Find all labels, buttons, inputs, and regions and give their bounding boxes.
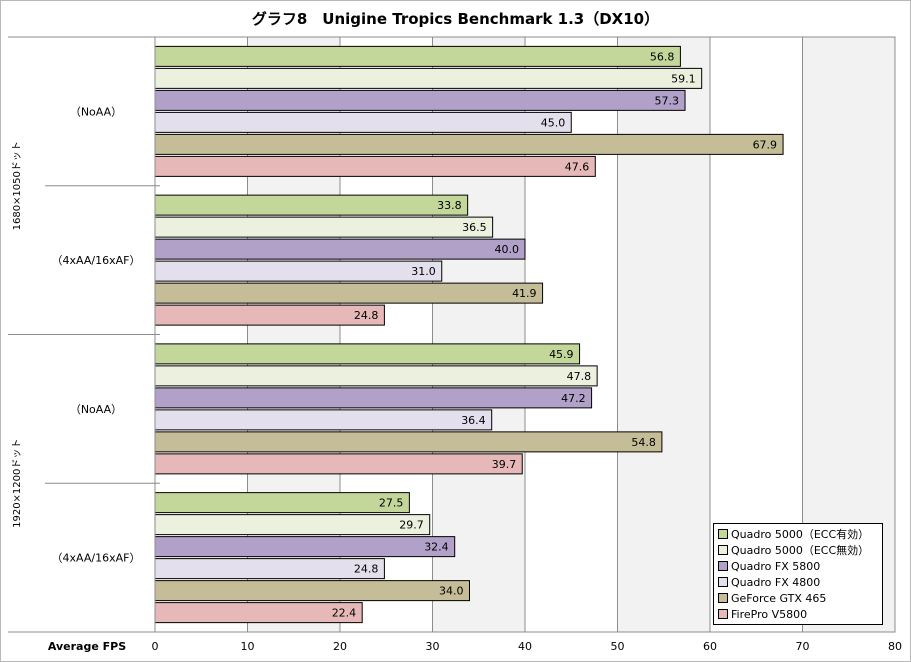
legend-label: Quadro 5000（ECC有効） <box>731 528 870 541</box>
bar-value-label: 39.7 <box>492 458 517 471</box>
bar-value-label: 40.0 <box>495 243 520 256</box>
legend-item: Quadro 5000（ECC有効） <box>714 526 882 542</box>
bar <box>154 558 385 580</box>
x-axis-label: Average FPS <box>48 640 126 653</box>
bar <box>154 453 523 475</box>
x-tick-label: 40 <box>518 640 532 653</box>
bar-value-label: 24.8 <box>354 309 379 322</box>
bar-value-label: 59.1 <box>671 72 696 85</box>
bar <box>154 67 703 89</box>
bar <box>154 238 526 260</box>
bar-value-label: 45.0 <box>541 116 566 129</box>
legend-swatch <box>718 561 728 571</box>
bar <box>154 89 686 111</box>
legend-swatch <box>718 529 728 539</box>
bar <box>154 387 593 409</box>
bar <box>154 45 681 67</box>
bar <box>154 343 581 365</box>
legend-item: FirePro V5800 <box>714 606 882 622</box>
group-label: 1680×1050ドット <box>12 141 23 230</box>
bar-value-label: 36.5 <box>462 221 487 234</box>
axis-labels: 0 10 20 30 40 50 60 70 80 Average FPS （NoAA） （4xAA/… <box>12 105 902 653</box>
bar-value-label: 34.0 <box>439 585 464 598</box>
legend-swatch <box>718 577 728 587</box>
bar-value-label: 57.3 <box>655 94 680 107</box>
bar-value-label: 47.8 <box>567 370 592 383</box>
group-label: 1920×1200ドット <box>12 439 23 528</box>
bar-value-label: 36.4 <box>461 414 486 427</box>
bar <box>154 155 596 177</box>
bar <box>154 282 544 304</box>
x-tick-label: 70 <box>796 640 810 653</box>
bar <box>154 216 494 238</box>
axes <box>8 36 896 633</box>
bar <box>154 194 469 216</box>
category-label: （NoAA） <box>70 105 122 118</box>
bar <box>154 133 784 155</box>
bar-value-label: 27.5 <box>379 497 404 510</box>
legend-label: GeForce GTX 465 <box>731 591 827 605</box>
legend-swatch <box>718 545 728 555</box>
bar-value-label: 32.4 <box>424 541 449 554</box>
bar <box>154 260 443 282</box>
bar-value-label: 41.9 <box>512 287 537 300</box>
bar <box>154 492 410 514</box>
legend-item: Quadro 5000（ECC無効） <box>714 542 882 558</box>
legend-swatch <box>718 609 728 619</box>
legend-label: Quadro FX 4800 <box>731 575 821 589</box>
bar-value-label: 47.6 <box>565 160 590 173</box>
legend-label: Quadro FX 5800 <box>731 559 821 573</box>
bar <box>154 365 598 387</box>
bar-value-label: 24.8 <box>354 563 379 576</box>
legend-label: FirePro V5800 <box>731 607 808 621</box>
legend: Quadro 5000（ECC有効） Quadro 5000（ECC無効） Quad… <box>713 523 883 625</box>
x-tick-label: 0 <box>152 640 159 653</box>
category-label: （4xAA/16xAF） <box>52 552 141 565</box>
bar-value-label: 54.8 <box>631 436 656 449</box>
bar-value-label: 45.9 <box>549 348 574 361</box>
bar-value-label: 22.4 <box>332 607 357 620</box>
category-label: （NoAA） <box>70 403 122 416</box>
bar-value-label: 47.2 <box>561 392 586 405</box>
bar-value-label: 31.0 <box>411 265 436 278</box>
bar-value-label: 67.9 <box>753 138 778 151</box>
bar <box>154 111 572 133</box>
x-tick-label: 10 <box>241 640 255 653</box>
bar <box>154 580 470 602</box>
legend-label: Quadro 5000（ECC無効） <box>731 544 870 557</box>
bar <box>154 304 385 326</box>
bar <box>154 514 431 536</box>
bar <box>154 431 663 453</box>
x-tick-label: 20 <box>333 640 347 653</box>
bars: 56.8 59.1 57.3 45.0 67.9 47.6 33.836.5 40.0 31.0… <box>154 45 784 624</box>
bar <box>154 536 456 558</box>
bar-value-label: 33.8 <box>437 199 462 212</box>
legend-item: Quadro FX 5800 <box>714 558 882 574</box>
bar <box>154 409 493 431</box>
bar-value-label: 56.8 <box>650 50 675 63</box>
bar-value-label: 29.7 <box>399 519 424 532</box>
chart-title: グラフ8 Unigine Tropics Benchmark 1.3（DX10） <box>251 10 660 28</box>
x-tick-label: 80 <box>888 640 902 653</box>
category-label: （4xAA/16xAF） <box>52 254 141 267</box>
legend-item: GeForce GTX 465 <box>714 590 882 606</box>
legend-item: Quadro FX 4800 <box>714 574 882 590</box>
plot-band <box>617 37 710 632</box>
legend-swatch <box>718 593 728 603</box>
x-tick-label: 50 <box>611 640 625 653</box>
x-tick-label: 30 <box>426 640 440 653</box>
x-tick-label: 60 <box>703 640 717 653</box>
